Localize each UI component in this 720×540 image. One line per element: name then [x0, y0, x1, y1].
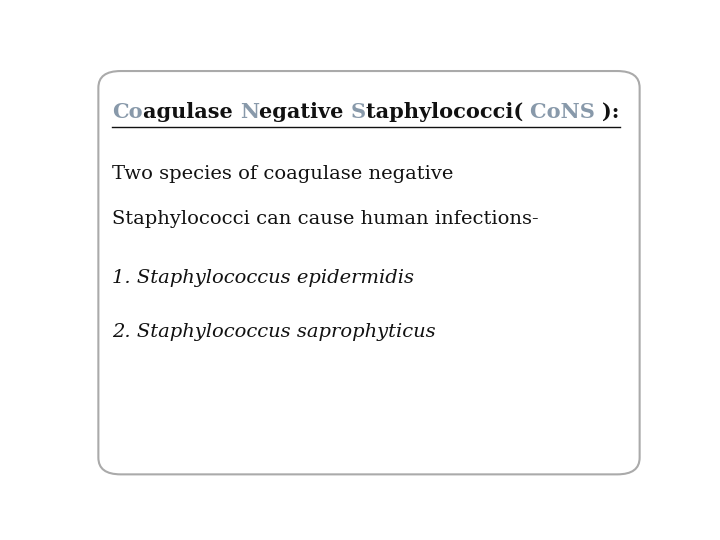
Text: Two species of coagulase negative: Two species of coagulase negative [112, 165, 454, 183]
Text: 2. Staphylococcus saprophyticus: 2. Staphylococcus saprophyticus [112, 322, 436, 341]
FancyBboxPatch shape [99, 71, 639, 474]
Text: Staphylococci can cause human infections-: Staphylococci can cause human infections… [112, 210, 539, 228]
Text: taphylococci(: taphylococci( [366, 102, 531, 122]
Text: egative: egative [259, 102, 351, 122]
Text: agulase: agulase [143, 102, 240, 122]
Text: CoNS: CoNS [531, 102, 603, 122]
Text: 1. Staphylococcus epidermidis: 1. Staphylococcus epidermidis [112, 268, 414, 287]
Text: S: S [351, 102, 366, 122]
Text: N: N [240, 102, 259, 122]
Text: ):: ): [603, 102, 620, 122]
Text: Co: Co [112, 102, 143, 122]
